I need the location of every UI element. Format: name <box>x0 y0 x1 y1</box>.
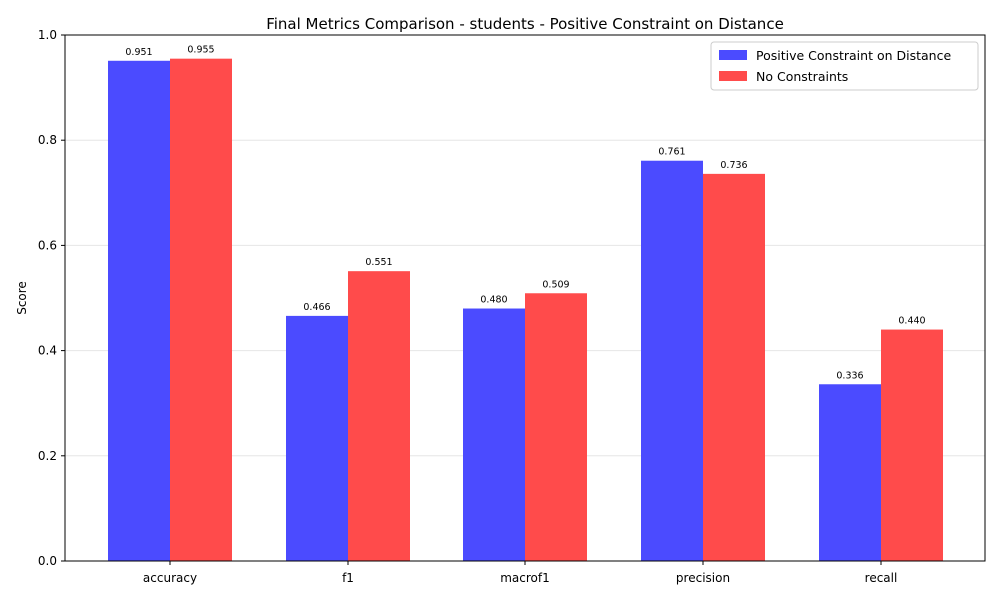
y-tick-label: 1.0 <box>38 28 57 42</box>
bar-value-label: 0.551 <box>365 257 392 268</box>
chart-title: Final Metrics Comparison - students - Po… <box>266 15 784 33</box>
x-tick-label: f1 <box>342 571 354 585</box>
bar-positive-constraint-f1 <box>286 315 348 561</box>
y-tick-label: 0.4 <box>38 344 57 358</box>
bar-positive-constraint-recall <box>819 384 881 561</box>
y-tick-label: 0.2 <box>38 449 57 463</box>
bars <box>108 58 943 562</box>
y-tick-label: 0.0 <box>38 554 57 568</box>
bar-positive-constraint-macrof1 <box>463 308 525 561</box>
legend-box <box>710 41 979 91</box>
y-axis-ticks: 0.0 0.2 0.4 0.6 0.8 1.0 <box>38 28 65 568</box>
x-tick-label: recall <box>865 571 898 585</box>
legend-swatch <box>719 50 747 60</box>
bar-value-label: 0.951 <box>125 47 152 58</box>
y-tick-label: 0.8 <box>38 133 57 147</box>
bar-value-label: 0.440 <box>898 316 925 327</box>
legend-entry: Positive Constraint on Distance <box>756 48 951 63</box>
bar-value-label: 0.761 <box>658 147 685 158</box>
legend: Positive Constraint on Distance No Constr… <box>710 41 979 91</box>
bar-positive-constraint-accuracy <box>108 60 170 562</box>
bar-no-constraints-precision <box>703 173 765 561</box>
bar-value-label: 0.336 <box>836 370 863 381</box>
bar-value-label: 0.509 <box>542 279 569 290</box>
data-labels: 0.951 0.466 0.480 0.761 0.336 0.955 0.551 0.509… <box>125 45 925 382</box>
x-tick-label: precision <box>676 571 730 585</box>
bar-value-label: 0.480 <box>480 295 507 306</box>
bar-value-label: 0.955 <box>187 45 214 56</box>
bar-value-label: 0.466 <box>303 302 330 313</box>
y-axis-label: Score <box>15 281 29 315</box>
bar-no-constraints-recall <box>881 329 943 561</box>
bar-no-constraints-macrof1 <box>525 293 587 561</box>
bar-value-label: 0.736 <box>720 160 747 171</box>
x-tick-label: accuracy <box>143 571 197 585</box>
legend-entry: No Constraints <box>756 69 848 84</box>
bar-positive-constraint-precision <box>641 160 703 562</box>
x-axis-ticks: accuracy f1 macrof1 precision recall <box>143 561 897 585</box>
x-tick-label: macrof1 <box>500 571 550 585</box>
y-tick-label: 0.6 <box>38 238 57 252</box>
bar-no-constraints-accuracy <box>170 58 232 562</box>
legend-swatch <box>719 71 747 81</box>
bar-no-constraints-f1 <box>348 271 410 561</box>
